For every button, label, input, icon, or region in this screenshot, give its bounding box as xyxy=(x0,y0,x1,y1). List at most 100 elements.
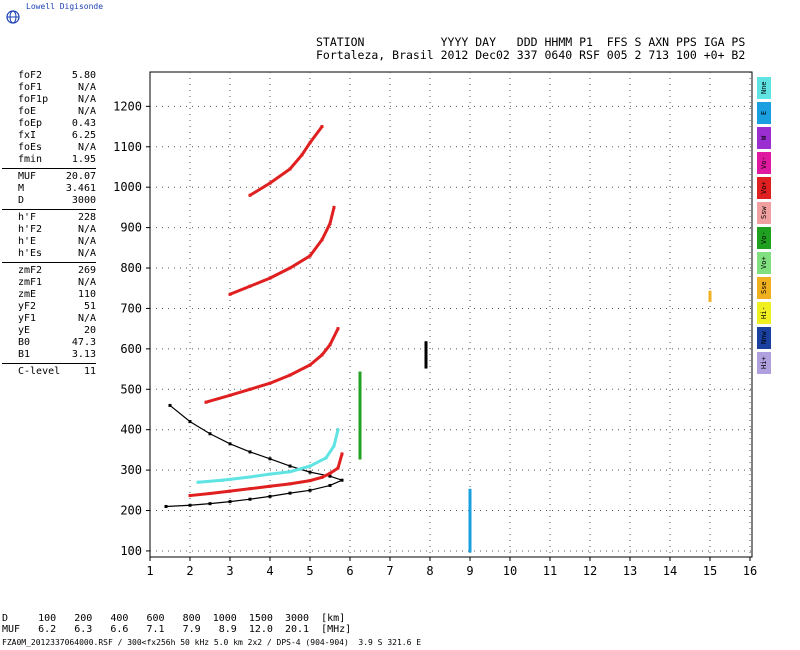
param-row: h'E N/A xyxy=(2,236,96,248)
y-tick-label: 500 xyxy=(120,382,142,396)
param-label: h'Es xyxy=(18,248,43,259)
param-value: 3.13 xyxy=(71,349,96,360)
legend-item: Ssw xyxy=(757,202,771,224)
param-row: fxI 6.25 xyxy=(2,130,96,142)
trace-point xyxy=(268,494,272,498)
trace-point xyxy=(288,373,292,377)
param-row: C-level 11 xyxy=(2,366,96,378)
trace-point xyxy=(268,472,272,476)
param-label: foF2 xyxy=(18,70,43,81)
legend-item: Sse xyxy=(757,277,771,299)
trace-point xyxy=(196,480,200,484)
trace-point xyxy=(320,125,324,129)
y-tick-label: 400 xyxy=(120,423,142,437)
muf-distance-row: D 100 200 400 600 800 1000 1500 3000 [km… xyxy=(2,613,346,624)
param-label: foEp xyxy=(18,118,43,129)
trace-point xyxy=(164,504,168,508)
trace-point xyxy=(248,497,252,501)
y-tick-label: 1000 xyxy=(113,180,142,194)
x-tick-label: 13 xyxy=(623,564,637,578)
param-value: N/A xyxy=(77,224,96,235)
param-row: zmE 110 xyxy=(2,289,96,301)
param-row: fmin 1.95 xyxy=(2,154,96,166)
param-label: M xyxy=(18,183,25,194)
file-info: FZA0M_2012337064000.RSF / 300<fx256h 50 … xyxy=(2,638,422,647)
param-label: B0 xyxy=(18,337,31,348)
trace-point xyxy=(328,222,332,226)
trace-point xyxy=(248,487,252,491)
logo-text: Lowell Digisonde xyxy=(26,2,104,11)
param-label: fmin xyxy=(18,154,43,165)
legend-item: Vo+ xyxy=(757,177,771,199)
x-tick-label: 9 xyxy=(466,564,473,578)
trace-series xyxy=(248,125,324,197)
trace-point xyxy=(358,456,362,460)
param-row: h'F2 N/A xyxy=(2,224,96,236)
legend-item: Vo+ xyxy=(757,252,771,274)
param-row: h'Es N/A xyxy=(2,248,96,260)
param-value: N/A xyxy=(77,313,96,324)
param-value: 5.80 xyxy=(71,70,96,81)
param-row: foF1 N/A xyxy=(2,82,96,94)
param-row: yF1 N/A xyxy=(2,313,96,325)
trace-point xyxy=(300,153,304,157)
y-tick-label: 1200 xyxy=(113,99,142,113)
param-value: 228 xyxy=(77,212,96,223)
trace-point xyxy=(424,365,428,369)
x-tick-label: 5 xyxy=(306,564,313,578)
param-label: D xyxy=(18,195,25,206)
trace-series xyxy=(196,428,340,484)
trace-point xyxy=(208,502,212,506)
x-tick-label: 3 xyxy=(226,564,233,578)
param-label: fxI xyxy=(18,130,37,141)
trace-point xyxy=(468,549,472,553)
param-value: 11 xyxy=(83,366,96,377)
trace-point xyxy=(248,284,252,288)
trace-point xyxy=(188,503,192,507)
param-value: 47.3 xyxy=(71,337,96,348)
x-tick-label: 10 xyxy=(503,564,517,578)
x-tick-label: 4 xyxy=(266,564,273,578)
trace-point xyxy=(228,500,232,504)
x-tick-label: 15 xyxy=(703,564,717,578)
param-label: h'E xyxy=(18,236,37,247)
trace-point xyxy=(308,464,312,468)
trace-point xyxy=(248,450,252,454)
param-row: MUF 20.07 xyxy=(2,171,96,183)
trace-point xyxy=(228,442,232,446)
param-label: yE xyxy=(18,325,31,336)
legend-item: Vo- xyxy=(757,227,771,249)
param-value: 20.07 xyxy=(65,171,96,182)
trace-point xyxy=(358,371,362,375)
logo: Lowell Digisonde xyxy=(6,2,103,24)
trace-point xyxy=(268,181,272,185)
param-row: zmF2 269 xyxy=(2,265,96,277)
y-tick-label: 600 xyxy=(120,342,142,356)
param-value: 3.461 xyxy=(65,183,96,194)
trace-series xyxy=(165,404,344,508)
param-value: 51 xyxy=(83,301,96,312)
param-row: D 3000 xyxy=(2,195,96,207)
param-label: zmF1 xyxy=(18,277,43,288)
param-label: foF1 xyxy=(18,82,43,93)
trace-point xyxy=(268,276,272,280)
trace-point xyxy=(308,363,312,367)
trace-point xyxy=(208,492,212,496)
param-label: zmF2 xyxy=(18,265,43,276)
trace-point xyxy=(248,475,252,479)
trace-point xyxy=(220,478,224,482)
y-tick-label: 200 xyxy=(120,504,142,518)
trace-point xyxy=(288,167,292,171)
param-row: h'F 228 xyxy=(2,212,96,224)
trace-point xyxy=(204,400,208,404)
trace-point xyxy=(332,444,336,448)
y-tick-label: 1100 xyxy=(113,140,142,154)
legend-item: Vo- xyxy=(757,152,771,174)
trace-point xyxy=(248,387,252,391)
trace-point xyxy=(424,341,428,345)
param-label: foF1p xyxy=(18,94,49,105)
trace-point xyxy=(308,141,312,145)
param-value: N/A xyxy=(77,277,96,288)
legend-item: Hi+ xyxy=(757,352,771,374)
muf-value-row: MUF 6.2 6.3 6.6 7.1 7.9 8.9 12.0 20.1 [M… xyxy=(2,624,352,635)
